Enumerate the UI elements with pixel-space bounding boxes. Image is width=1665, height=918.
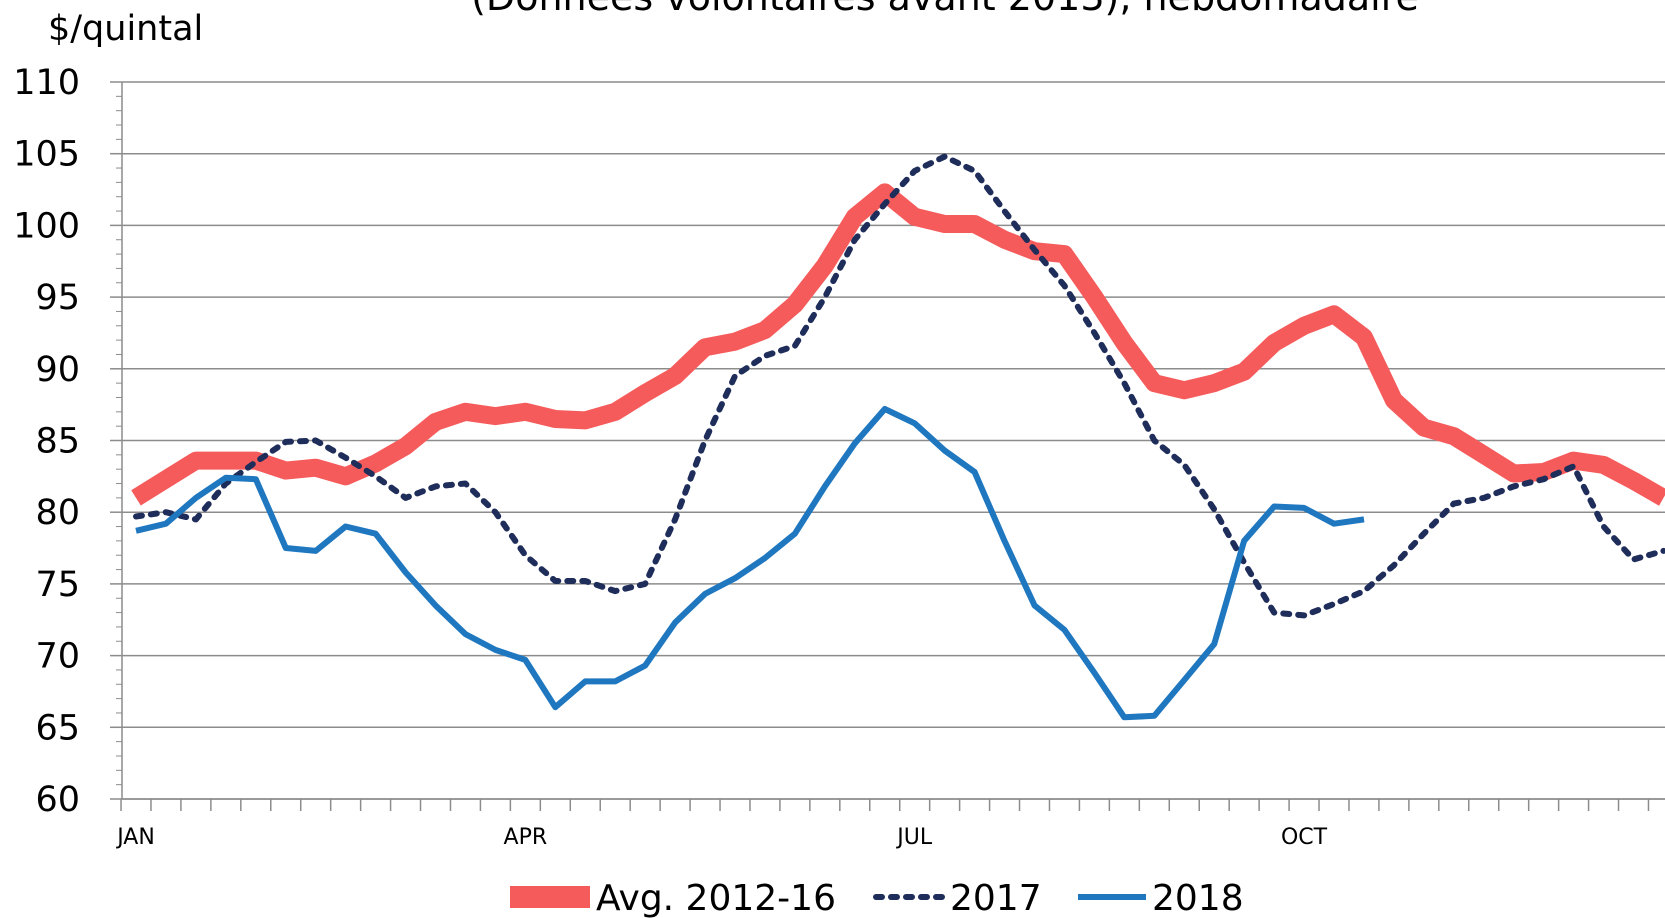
y-tick-label: 85 [35,422,80,462]
y-tick-label: 80 [35,493,80,533]
x-tick-label: JAN [115,825,155,850]
legend-label: 2017 [950,878,1042,918]
series-line [135,406,1365,721]
y-tick-label: 70 [35,637,80,677]
y-tick-label: 100 [13,206,80,246]
series-line [133,153,1665,619]
y-axis-label: $/quintal [48,9,203,49]
y-tick-label: 95 [35,278,80,318]
x-tick-label: JUL [895,825,933,850]
y-tick-label: 110 [13,63,80,103]
y-tick-label: 75 [35,565,80,605]
y-tick-label: 60 [35,780,80,820]
legend-label: 2018 [1152,878,1244,918]
series-line [131,183,1665,506]
x-tick-label: OCT [1281,825,1328,850]
x-tick-label: APR [504,825,548,850]
chart-title: (Données volontaires avant 2013), hebdom… [471,0,1419,19]
y-tick-label: 105 [13,135,80,175]
y-tick-label: 65 [35,708,80,748]
legend-label: Avg. 2012-16 [596,878,836,918]
y-tick-label: 90 [35,350,80,390]
